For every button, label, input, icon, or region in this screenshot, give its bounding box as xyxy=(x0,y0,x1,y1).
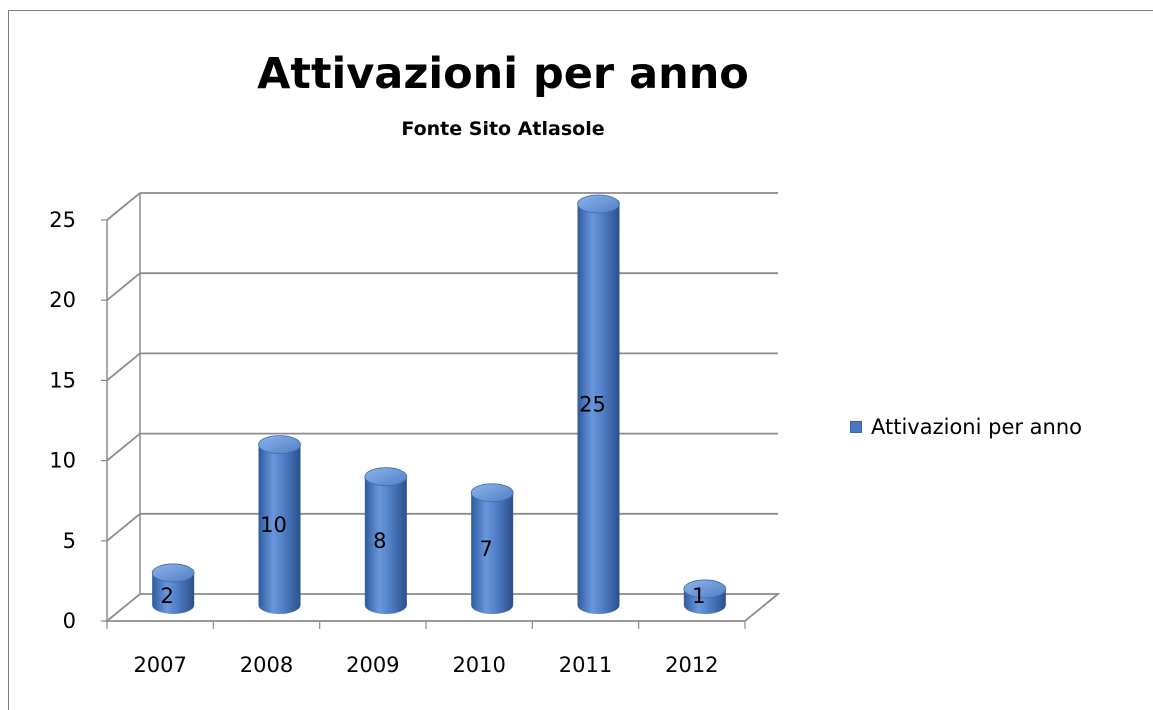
y-tick-label: 20 xyxy=(49,288,76,312)
labels-layer: 2 10 8 7 25 1 xyxy=(160,393,705,609)
data-label: 10 xyxy=(260,513,287,537)
bar-cap xyxy=(364,467,408,487)
data-label: 8 xyxy=(373,529,386,553)
legend: Attivazioni per anno xyxy=(850,415,1082,439)
chart-subtitle: Fonte Sito Atlasole xyxy=(401,118,605,140)
bar xyxy=(577,194,620,614)
gridline-diagonal xyxy=(106,432,141,462)
bar-cap xyxy=(151,563,195,583)
gridline-diagonal xyxy=(106,272,141,301)
bar-body xyxy=(577,204,620,614)
y-tick-label: 0 xyxy=(63,609,76,633)
bar xyxy=(258,435,301,614)
bar-cap xyxy=(577,194,620,214)
bar-cap xyxy=(470,483,514,503)
bar-body xyxy=(471,492,514,615)
x-tick-label: 2010 xyxy=(452,653,505,677)
gridline-diagonal xyxy=(106,192,141,221)
y-tick-label: 15 xyxy=(49,368,76,392)
data-label: 2 xyxy=(160,584,173,608)
data-label: 25 xyxy=(579,393,606,417)
x-tick-label: 2011 xyxy=(559,653,612,677)
bar xyxy=(683,579,727,614)
y-tick-label: 25 xyxy=(49,208,76,232)
x-tick-label: 2007 xyxy=(133,653,186,677)
bar xyxy=(364,467,408,614)
bars-layer xyxy=(151,194,727,615)
y-tick-label: 10 xyxy=(49,449,76,473)
data-label: 7 xyxy=(479,537,492,561)
bar-body xyxy=(258,444,301,614)
bar xyxy=(470,483,514,615)
legend-swatch xyxy=(850,421,862,433)
legend-label: Attivazioni per anno xyxy=(871,415,1083,439)
bar-cap xyxy=(258,435,301,455)
data-label: 1 xyxy=(692,584,705,608)
x-tick-label: 2012 xyxy=(665,653,718,677)
x-tick-label: 2008 xyxy=(240,653,293,677)
chart-title: Attivazioni per anno xyxy=(257,49,749,99)
bar xyxy=(151,563,195,614)
x-tick-label: 2009 xyxy=(346,653,399,677)
y-tick-label: 5 xyxy=(63,529,76,553)
bar-cap xyxy=(683,579,727,599)
axis-layer: 0 5 10 15 20 25 2007 2008 2009 2010 2011 2012 xyxy=(49,193,781,677)
bar-body xyxy=(152,572,195,614)
gridline-diagonal xyxy=(106,352,141,382)
gridline-diagonal xyxy=(106,513,141,542)
grid-layer xyxy=(106,192,778,542)
floor xyxy=(104,593,781,622)
bar-body xyxy=(364,476,407,614)
